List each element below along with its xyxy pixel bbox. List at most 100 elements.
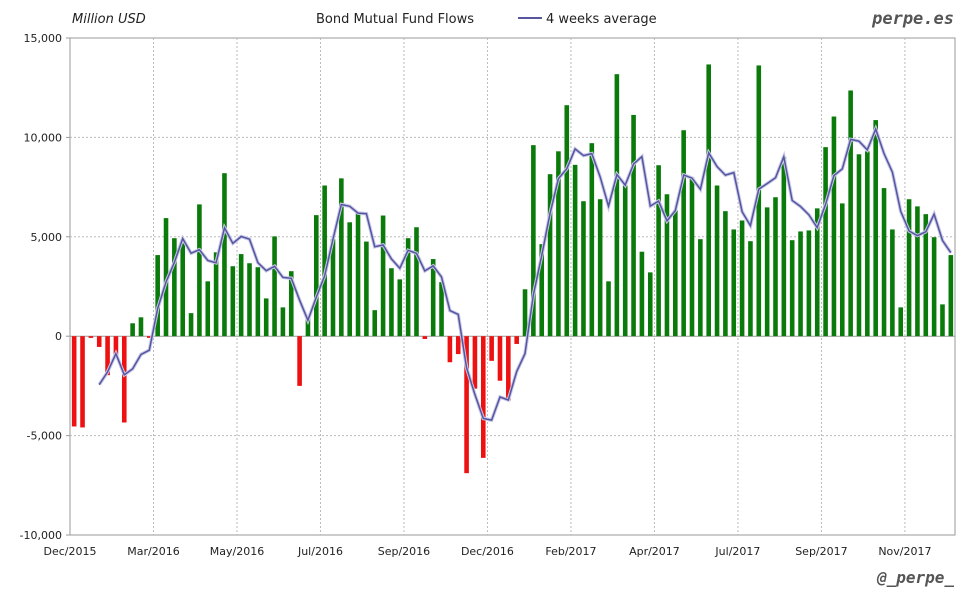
flow-bar <box>71 336 77 427</box>
flow-bar <box>514 336 519 344</box>
x-tick-label: Apr/2017 <box>629 545 680 558</box>
x-tick-label: May/2016 <box>210 545 264 558</box>
flow-bar <box>230 266 236 337</box>
flow-bar <box>297 336 302 386</box>
flow-bar <box>748 241 753 337</box>
flow-bar <box>155 255 160 337</box>
flow-bar <box>172 238 177 337</box>
x-tick-label: Dec/2015 <box>44 545 97 558</box>
x-tick-label: Sep/2017 <box>795 545 847 558</box>
chart-title: Bond Mutual Fund Flows <box>316 12 474 27</box>
flow-bar <box>188 313 194 337</box>
flow-bar <box>806 230 812 337</box>
x-tick-label: Feb/2017 <box>545 545 596 558</box>
flow-bar <box>831 116 837 337</box>
flow-bar <box>105 336 110 376</box>
flow-bar <box>656 165 661 337</box>
flow-bar <box>940 304 945 337</box>
flow-bar <box>222 173 227 337</box>
flow-bar <box>506 336 511 401</box>
legend-label: 4 weeks average <box>546 12 657 27</box>
flow-bar <box>564 105 570 337</box>
flow-bar <box>489 336 494 361</box>
flow-bar <box>422 336 428 339</box>
brand-label: perpe.es <box>871 9 954 29</box>
x-tick-label: Jul/2017 <box>714 545 760 558</box>
flow-bar <box>873 120 878 337</box>
flow-bar <box>197 204 202 337</box>
flow-bar <box>531 145 536 337</box>
y-tick-label: 0 <box>55 330 62 343</box>
flow-bar <box>764 207 770 337</box>
flow-bar <box>597 199 603 337</box>
flow-bar <box>263 298 269 337</box>
flow-bar <box>547 174 553 337</box>
flow-bar <box>948 255 954 337</box>
flow-bar <box>480 336 486 458</box>
flow-bar <box>138 317 144 337</box>
average-line-halo <box>97 124 953 423</box>
x-tick-label: Dec/2016 <box>461 545 514 558</box>
flow-bar <box>664 194 670 337</box>
flow-bar <box>890 229 895 337</box>
flow-bar <box>339 178 344 337</box>
flow-bar <box>314 215 319 337</box>
grid <box>70 38 955 535</box>
flow-bar <box>647 272 653 337</box>
flow-bar <box>255 267 261 337</box>
unit-label: Million USD <box>72 12 146 27</box>
flow-bar <box>330 239 336 337</box>
x-tick-label: Jul/2016 <box>297 545 343 558</box>
flow-bar <box>180 243 186 337</box>
y-tick-label: -5,000 <box>27 430 62 443</box>
flow-bar <box>455 336 461 355</box>
flow-bar <box>389 268 394 337</box>
flow-bar <box>906 199 912 337</box>
flow-bar <box>881 188 887 337</box>
flow-bar <box>581 201 586 337</box>
flow-bar <box>238 254 244 337</box>
x-tick-label: Nov/2017 <box>878 545 931 558</box>
flow-bar <box>731 229 737 337</box>
flow-bar <box>823 147 828 337</box>
y-tick-label: 15,000 <box>24 32 63 45</box>
flow-bar <box>272 236 277 337</box>
average-line-group <box>97 124 953 423</box>
flow-bar <box>572 164 578 337</box>
flow-bar <box>430 259 436 337</box>
flow-bar <box>606 281 611 337</box>
flow-bar <box>539 244 545 337</box>
flow-bar <box>147 336 152 338</box>
y-axis: 15,000 10,000 5,000 0 -5,000 -10,000 <box>20 32 70 542</box>
flow-bar <box>773 197 778 337</box>
flow-bar <box>163 218 169 337</box>
flow-bar <box>414 227 419 337</box>
flow-bar <box>622 185 628 337</box>
flow-bar <box>714 185 720 337</box>
flow-bar <box>739 220 745 337</box>
flow-bar <box>322 185 327 337</box>
flow-bar <box>280 307 286 337</box>
flow-bar <box>364 241 369 337</box>
flow-bar <box>380 215 386 337</box>
flow-bar <box>923 214 929 337</box>
y-tick-label: -10,000 <box>20 529 62 542</box>
flow-bar <box>814 208 820 337</box>
x-axis: Dec/2015 Mar/2016 May/2016 Jul/2016 Sep/2016… <box>44 545 932 558</box>
flow-bar <box>439 282 444 337</box>
flow-bar <box>631 114 636 337</box>
flow-bar <box>213 252 219 337</box>
handle-label: @_perpe_ <box>876 568 954 587</box>
average-line <box>98 126 952 421</box>
flow-bar <box>556 151 561 337</box>
flow-bar <box>288 271 294 337</box>
flow-bar <box>798 231 803 337</box>
flow-bar <box>706 64 711 337</box>
flow-bar <box>88 336 94 338</box>
plot-frame <box>69 37 956 536</box>
flow-bar <box>898 307 904 337</box>
flow-bar <box>497 336 503 381</box>
flow-bar <box>639 251 645 337</box>
flow-bar <box>205 281 211 337</box>
